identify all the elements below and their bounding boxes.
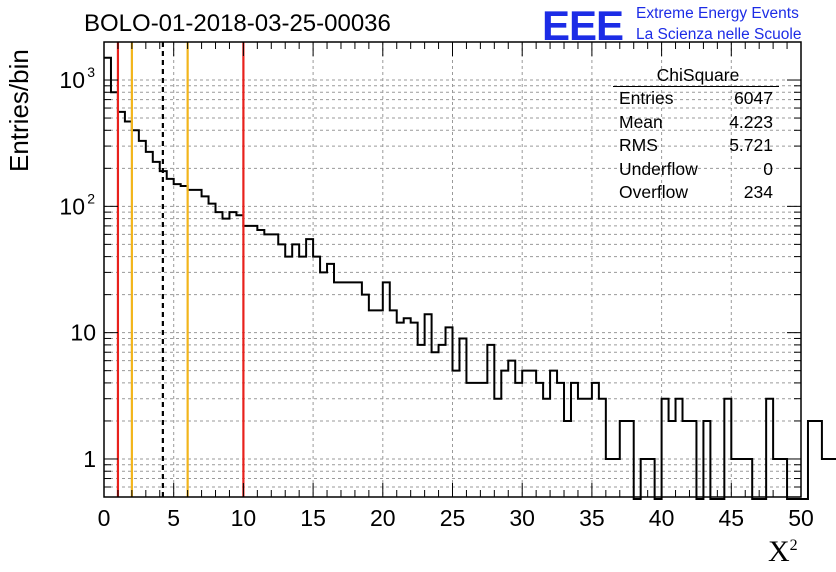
stats-row-mean: Mean 4.223: [613, 111, 779, 135]
stats-value: 6047: [734, 88, 773, 108]
stats-row-overflow: Overflow 234: [613, 181, 779, 205]
x-tick-label: 5: [167, 505, 180, 531]
stats-label: RMS: [619, 135, 658, 155]
stats-title: ChiSquare: [613, 64, 779, 87]
eee-logo-text: Extreme Energy Events La Scienza nelle S…: [636, 3, 801, 45]
x-tick-label: 20: [370, 505, 396, 531]
x-axis-label-text: X: [768, 535, 790, 568]
logo-line-2: La Scienza nelle Scuole: [636, 26, 802, 43]
y-axis-label: Entries/bin: [4, 49, 34, 172]
stats-label: Entries: [619, 88, 674, 108]
y-tick-label: 1: [83, 446, 96, 472]
stats-label: Underflow: [619, 158, 698, 179]
x-tick-label: 35: [579, 505, 605, 531]
x-tick-label: 0: [98, 505, 111, 531]
x-tick-label: 40: [649, 505, 675, 531]
stats-label: Mean: [619, 111, 663, 132]
y-tick-label: 10: [70, 320, 96, 346]
stats-row-rms: RMS 5.721: [613, 134, 779, 158]
stats-value: 5.721: [729, 135, 773, 155]
stats-row-entries: Entries 6047: [613, 87, 779, 111]
stats-row-underflow: Underflow 0: [613, 158, 779, 182]
y-tick-label: 10: [59, 193, 85, 219]
x-tick-label: 15: [300, 505, 326, 531]
x-tick-label: 50: [788, 505, 814, 531]
y-tick-label: 10: [59, 67, 85, 93]
stats-box: ChiSquare Entries 6047 Mean 4.223 RMS 5.721…: [613, 64, 779, 205]
x-axis-label: X2: [768, 535, 798, 569]
y-tick-label-exponent: 2: [87, 190, 95, 206]
logo-line-1: Extreme Energy Events: [636, 5, 799, 22]
x-axis-label-sup: 2: [789, 537, 798, 554]
stats-value: 0: [763, 158, 773, 179]
histogram-line: [104, 56, 836, 500]
eee-logo-mark: EEE: [542, 2, 624, 49]
stats-value: 4.223: [729, 111, 773, 132]
chart-title: BOLO-01-2018-03-25-00036: [84, 10, 391, 37]
y-tick-label-exponent: 3: [87, 64, 95, 80]
stats-value: 234: [743, 182, 773, 202]
x-tick-label: 25: [440, 505, 466, 531]
x-tick-label: 45: [719, 505, 745, 531]
stats-label: Overflow: [619, 182, 689, 202]
x-tick-label: 10: [231, 505, 257, 531]
x-tick-label: 30: [509, 505, 535, 531]
